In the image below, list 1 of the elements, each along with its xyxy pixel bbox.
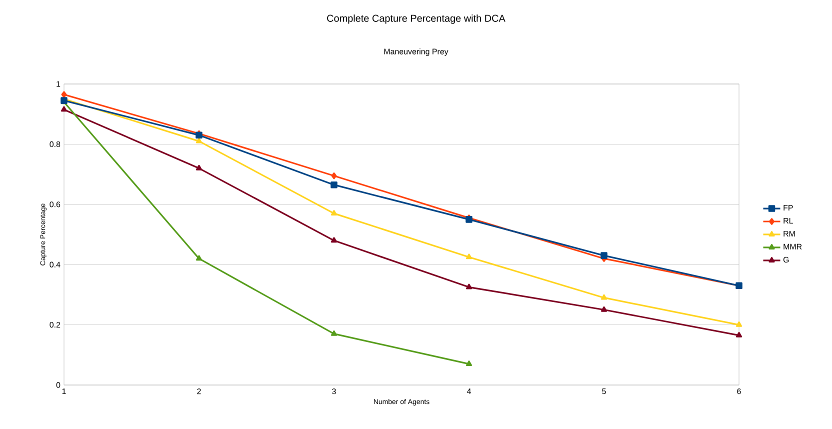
chart-title: Complete Capture Percentage with DCA — [327, 14, 506, 24]
